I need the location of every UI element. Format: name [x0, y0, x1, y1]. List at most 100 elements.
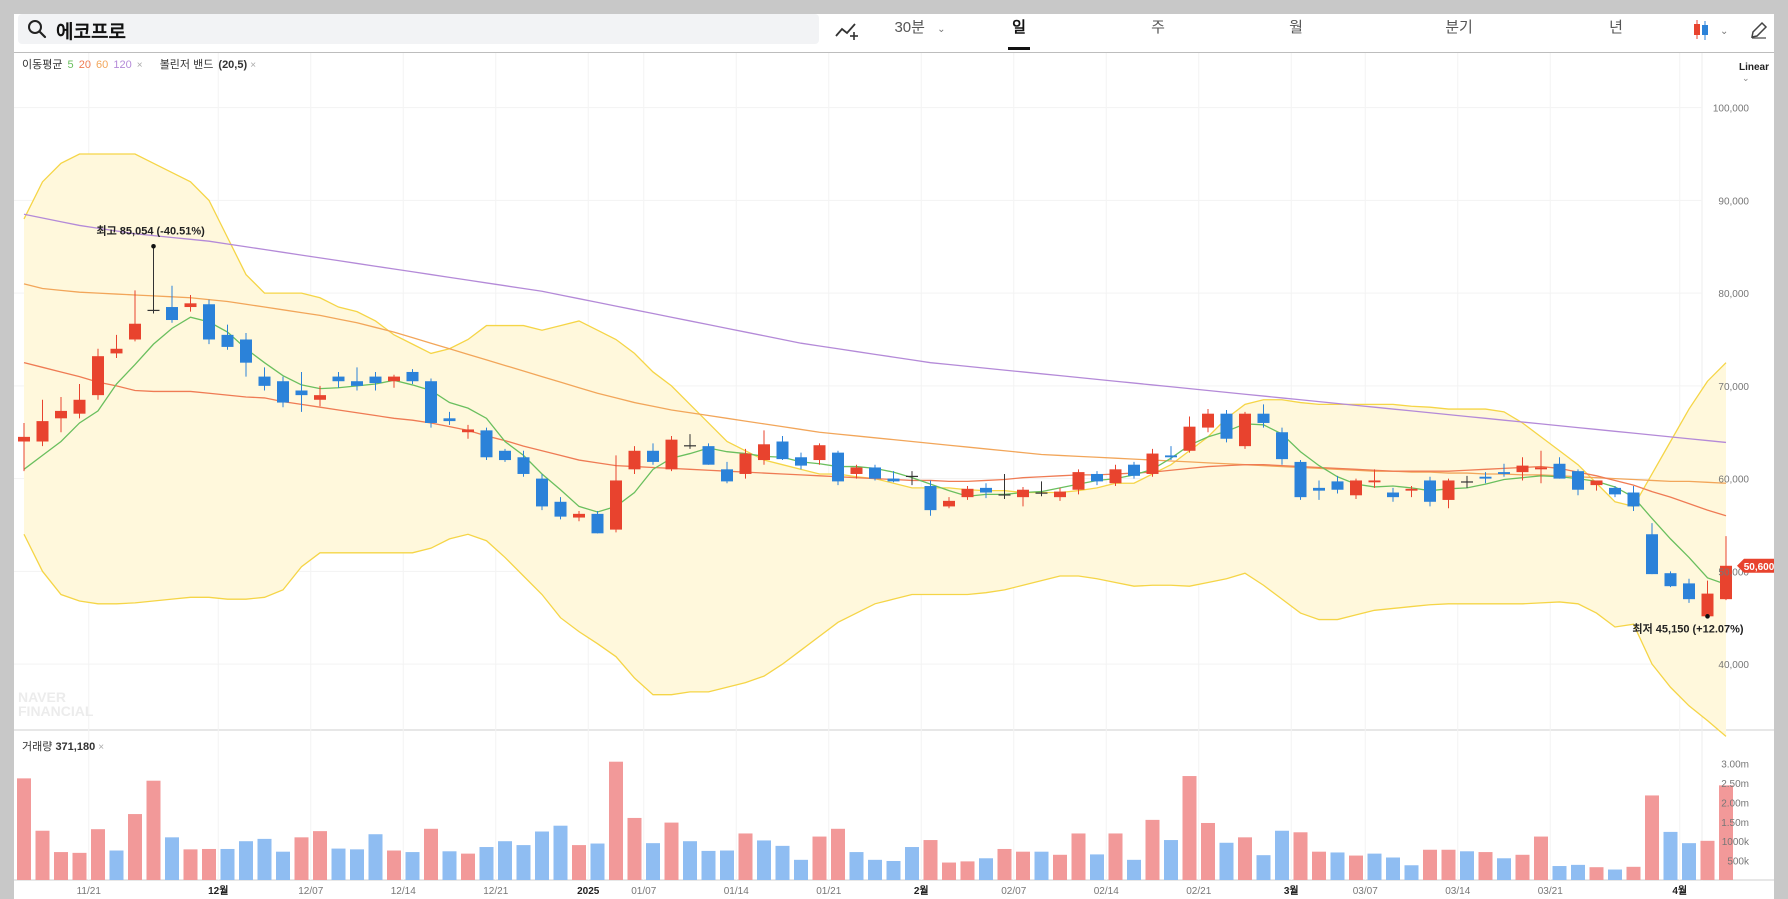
candle[interactable] [1461, 475, 1473, 488]
candle[interactable] [1054, 487, 1066, 501]
candle[interactable] [961, 486, 974, 500]
candle[interactable] [887, 471, 900, 483]
candle[interactable] [906, 471, 918, 486]
candle[interactable] [129, 290, 141, 342]
volume-bar[interactable] [627, 817, 642, 880]
candle[interactable] [36, 399, 49, 447]
candle[interactable] [795, 452, 807, 470]
volume-bar[interactable] [1386, 857, 1400, 880]
volume-bar[interactable] [997, 848, 1012, 880]
candle[interactable] [1664, 571, 1677, 588]
volume-bar[interactable] [405, 852, 420, 880]
volume-bar[interactable] [1090, 854, 1104, 880]
volume-bar[interactable] [1404, 865, 1419, 880]
volume-bar[interactable] [257, 838, 272, 880]
volume-bar[interactable] [387, 850, 401, 880]
candle[interactable] [1239, 411, 1251, 449]
volume-bar[interactable] [54, 852, 68, 880]
volume-bar[interactable] [1238, 837, 1252, 880]
volume-bar[interactable] [1330, 852, 1345, 880]
indicator-add-icon[interactable] [834, 19, 860, 41]
volume-bar[interactable] [1164, 840, 1178, 880]
candle[interactable] [1072, 469, 1085, 495]
candlesticks[interactable] [18, 246, 1732, 617]
candle[interactable] [1720, 536, 1732, 601]
candle[interactable] [295, 371, 308, 412]
volume-bar[interactable] [868, 859, 882, 880]
candle[interactable] [184, 294, 197, 312]
volume-close-icon[interactable]: × [98, 742, 105, 753]
volume-bar[interactable] [1034, 851, 1049, 880]
volume-bar[interactable] [1682, 843, 1696, 880]
candle[interactable] [628, 446, 641, 474]
volume-bar[interactable] [1534, 836, 1548, 880]
candle[interactable] [1183, 416, 1196, 453]
volume-bar[interactable] [1515, 854, 1530, 880]
candle[interactable] [1572, 469, 1584, 496]
candle[interactable] [832, 450, 844, 486]
candle[interactable] [1424, 476, 1436, 507]
candle[interactable] [388, 374, 400, 388]
candle[interactable] [369, 371, 382, 391]
candle[interactable] [943, 497, 955, 509]
candle[interactable] [332, 371, 345, 388]
candle[interactable] [1276, 427, 1288, 465]
volume-bar[interactable] [1663, 831, 1678, 880]
candle[interactable] [1202, 409, 1214, 433]
candle[interactable] [1220, 409, 1233, 443]
candle[interactable] [1294, 460, 1307, 500]
volume-bar[interactable] [979, 858, 993, 880]
candle[interactable] [1257, 404, 1270, 428]
volume-bar[interactable] [331, 848, 346, 880]
candle[interactable] [758, 430, 770, 465]
volume-bar[interactable] [1478, 852, 1493, 880]
volume-bar[interactable] [239, 841, 253, 880]
candle[interactable] [591, 511, 604, 534]
volume-bar[interactable] [535, 831, 549, 880]
candle[interactable] [1701, 580, 1714, 617]
candle[interactable] [221, 324, 234, 350]
candle[interactable] [92, 348, 104, 400]
volume-bar[interactable] [1626, 866, 1641, 880]
volume-bar[interactable] [1293, 832, 1308, 880]
chart-canvas[interactable]: 최고 85,054 (-40.51%) 최저 45,150 (+12.07%) 4… [14, 14, 1774, 899]
candle[interactable] [1479, 472, 1492, 484]
volume-bar[interactable] [128, 814, 142, 880]
candle[interactable] [443, 411, 456, 425]
volume-bar[interactable] [960, 861, 975, 880]
volume-bar[interactable] [1441, 849, 1456, 880]
volume-bar[interactable] [516, 845, 531, 880]
volume-bar[interactable] [183, 849, 198, 880]
volume-bar[interactable] [1145, 819, 1160, 880]
search-box[interactable]: 에코프로 [18, 14, 819, 44]
volume-bar[interactable] [1256, 855, 1271, 880]
volume-bar[interactable] [17, 778, 31, 880]
volume-bar[interactable] [294, 837, 309, 880]
volume-bar[interactable] [1108, 833, 1123, 880]
candle[interactable] [924, 480, 937, 516]
volume-bar[interactable] [1423, 849, 1437, 880]
candle-type-icon[interactable]: ⌄ [1692, 18, 1730, 42]
candle[interactable] [998, 473, 1011, 500]
tab-quarter[interactable]: 분기 [1445, 19, 1473, 36]
candle[interactable] [203, 299, 215, 345]
candle[interactable] [1035, 481, 1048, 497]
volume-bar[interactable] [794, 859, 808, 880]
volume-bar[interactable] [479, 847, 494, 880]
volume-bar[interactable] [942, 862, 956, 880]
candle[interactable] [684, 434, 696, 449]
interval-select[interactable]: 30분 ⌄ [890, 16, 950, 50]
volume-bar[interactable] [368, 834, 383, 880]
volume-bar[interactable] [461, 853, 475, 880]
candle[interactable] [240, 333, 252, 377]
candle[interactable] [351, 367, 363, 391]
candle[interactable] [813, 443, 826, 465]
ma-close-icon[interactable]: × [136, 60, 143, 71]
volume-bar[interactable] [1182, 776, 1197, 880]
volume-bar[interactable] [498, 841, 512, 880]
candle[interactable] [18, 422, 30, 472]
volume-bar[interactable] [1700, 840, 1715, 880]
volume-bar[interactable] [202, 848, 216, 880]
candle[interactable] [1646, 523, 1658, 575]
candle[interactable] [1128, 461, 1140, 479]
